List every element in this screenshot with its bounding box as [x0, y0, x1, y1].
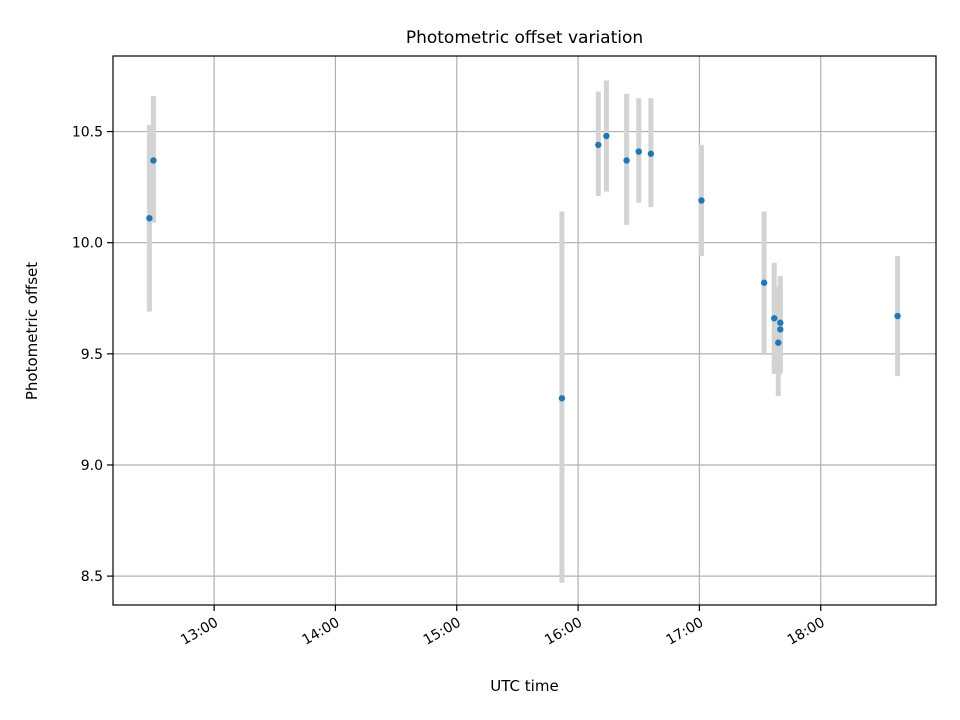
data-point [894, 312, 901, 320]
data-point [150, 157, 157, 164]
data-point [595, 141, 602, 149]
chart-title: Photometric offset variation [406, 28, 643, 48]
data-point [698, 197, 705, 204]
y-tick-label: 8.5 [81, 569, 103, 585]
data-point [760, 279, 768, 286]
y-tick-label: 9.5 [81, 347, 103, 363]
x-tick-label: 14:00 [299, 615, 342, 649]
y-tick-label: 10.5 [72, 125, 103, 141]
y-axis-title: Photometric offset [23, 262, 41, 400]
x-axis-title: UTC time [490, 677, 558, 695]
y-tick-label: 9.0 [81, 458, 103, 474]
x-tick-label: 15:00 [421, 615, 464, 649]
x-tick-label: 16:00 [542, 615, 585, 649]
x-tick-label: 13:00 [178, 615, 221, 649]
x-tick-label: 18:00 [785, 615, 828, 649]
data-point [623, 157, 630, 164]
data-point [635, 148, 642, 155]
x-tick-label: 17:00 [663, 615, 706, 649]
plot-frame [112, 55, 937, 606]
y-tick-label: 10.0 [72, 236, 103, 252]
data-point [558, 395, 566, 402]
data-point [603, 132, 610, 140]
data-point [771, 315, 778, 322]
data-point [647, 150, 655, 157]
data-point [775, 339, 782, 346]
data-point [777, 319, 784, 326]
data-point [777, 326, 784, 333]
data-point [146, 215, 153, 222]
